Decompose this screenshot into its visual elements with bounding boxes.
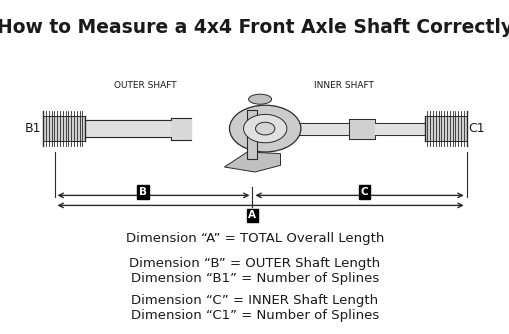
Polygon shape (247, 110, 256, 159)
Text: C: C (360, 187, 367, 197)
Text: Dimension “C” = INNER Shaft Length: Dimension “C” = INNER Shaft Length (131, 294, 378, 307)
Ellipse shape (255, 122, 274, 135)
Text: Dimension “B1” = Number of Splines: Dimension “B1” = Number of Splines (131, 273, 378, 285)
Ellipse shape (229, 105, 300, 152)
Ellipse shape (243, 114, 287, 143)
Ellipse shape (248, 94, 271, 104)
Polygon shape (43, 116, 85, 141)
Text: OUTER SHAFT: OUTER SHAFT (114, 81, 176, 90)
Text: C1: C1 (468, 122, 484, 135)
Text: INNER SHAFT: INNER SHAFT (314, 81, 374, 90)
Text: Dimension “A” = TOTAL Overall Length: Dimension “A” = TOTAL Overall Length (126, 232, 383, 245)
Text: Dimension “B” = OUTER Shaft Length: Dimension “B” = OUTER Shaft Length (129, 258, 380, 270)
Text: A: A (248, 210, 256, 220)
Text: B: B (138, 187, 147, 197)
Text: B1: B1 (25, 122, 41, 135)
Text: Dimension “C1” = Number of Splines: Dimension “C1” = Number of Splines (131, 309, 378, 322)
Text: How to Measure a 4x4 Front Axle Shaft Correctly: How to Measure a 4x4 Front Axle Shaft Co… (0, 18, 509, 37)
Polygon shape (424, 116, 466, 141)
Polygon shape (224, 152, 280, 172)
